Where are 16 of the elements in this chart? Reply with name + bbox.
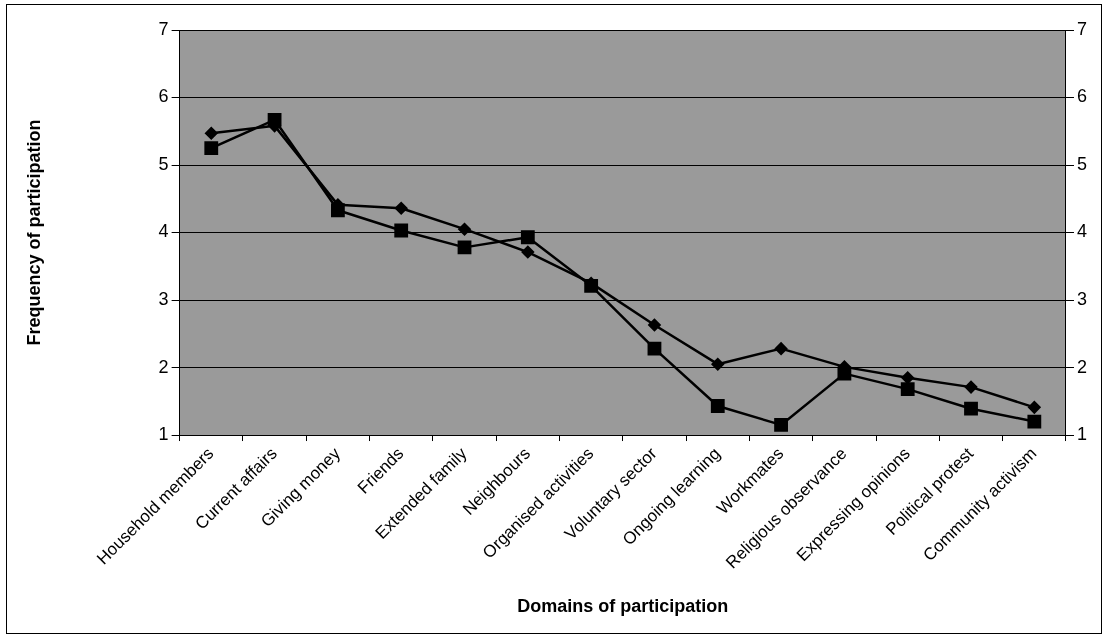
- y2-tick-label: 6: [1076, 86, 1087, 107]
- y2-tick-label: 5: [1076, 153, 1087, 174]
- y-tick-label: 2: [158, 356, 169, 377]
- y-tick-label: 1: [158, 424, 169, 445]
- y-tick-label: 7: [158, 18, 169, 39]
- y-tick-label: 6: [158, 86, 169, 107]
- y2-tick-label: 2: [1076, 356, 1087, 377]
- y-tick-label: 3: [158, 289, 169, 309]
- y-tick-label: 5: [158, 153, 169, 174]
- x-axis-title: Domains of participation: [517, 596, 729, 617]
- y2-tick-label: 7: [1076, 18, 1087, 39]
- y-axis-title: Frequency of participation: [23, 119, 44, 346]
- y-tick-label: 4: [158, 221, 169, 242]
- y2-tick-label: 1: [1076, 424, 1087, 445]
- y2-tick-label: 4: [1076, 221, 1087, 242]
- y2-tick-label: 3: [1076, 289, 1087, 309]
